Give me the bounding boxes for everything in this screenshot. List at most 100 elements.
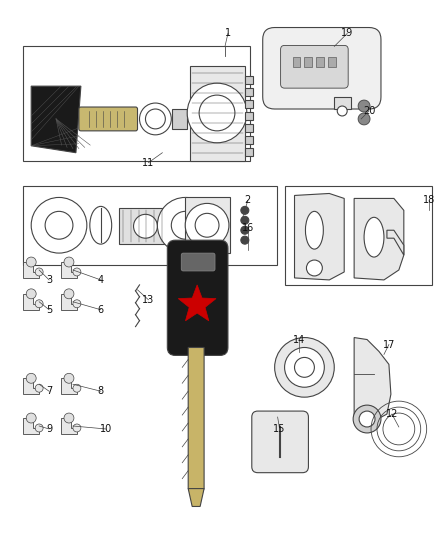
Text: 2: 2 <box>245 196 251 205</box>
Circle shape <box>73 424 81 432</box>
Polygon shape <box>23 378 39 394</box>
Circle shape <box>145 109 165 129</box>
FancyBboxPatch shape <box>281 45 348 88</box>
Bar <box>23 185 277 265</box>
Text: 1: 1 <box>225 28 231 38</box>
Circle shape <box>337 106 347 116</box>
FancyBboxPatch shape <box>167 240 228 356</box>
Bar <box>245 136 253 144</box>
Text: 18: 18 <box>423 196 435 205</box>
Circle shape <box>26 413 36 423</box>
Circle shape <box>353 405 381 433</box>
Bar <box>245 124 253 132</box>
Bar <box>328 58 336 67</box>
Polygon shape <box>61 294 77 310</box>
Polygon shape <box>354 198 404 280</box>
Circle shape <box>358 100 370 112</box>
FancyBboxPatch shape <box>252 411 308 473</box>
Circle shape <box>241 216 249 224</box>
Circle shape <box>157 197 213 253</box>
Text: 15: 15 <box>273 424 286 434</box>
Circle shape <box>73 300 81 308</box>
Polygon shape <box>387 230 404 255</box>
Polygon shape <box>61 378 77 394</box>
Bar <box>172 109 187 129</box>
Circle shape <box>64 413 74 423</box>
Circle shape <box>199 95 235 131</box>
Polygon shape <box>31 86 81 153</box>
Polygon shape <box>334 97 351 109</box>
Bar <box>245 112 253 120</box>
Circle shape <box>241 236 249 244</box>
Text: 4: 4 <box>98 275 104 285</box>
Circle shape <box>285 348 324 387</box>
Bar <box>293 58 300 67</box>
Text: 13: 13 <box>142 295 155 305</box>
Ellipse shape <box>364 217 384 257</box>
Polygon shape <box>354 337 391 421</box>
Text: 12: 12 <box>386 409 398 419</box>
Circle shape <box>45 212 73 239</box>
Text: 11: 11 <box>142 158 155 168</box>
Ellipse shape <box>305 212 323 249</box>
Polygon shape <box>23 294 39 310</box>
Text: 20: 20 <box>363 106 375 116</box>
Circle shape <box>187 83 247 143</box>
Text: 19: 19 <box>341 28 353 38</box>
FancyBboxPatch shape <box>181 253 215 271</box>
Bar <box>316 58 324 67</box>
Circle shape <box>359 411 375 427</box>
Bar <box>285 185 431 285</box>
Polygon shape <box>188 489 204 506</box>
Polygon shape <box>294 193 344 280</box>
Text: 3: 3 <box>46 275 52 285</box>
Polygon shape <box>23 418 39 434</box>
Circle shape <box>171 212 199 239</box>
Text: 7: 7 <box>46 386 52 396</box>
Circle shape <box>35 384 43 392</box>
Text: 10: 10 <box>99 424 112 434</box>
Circle shape <box>241 206 249 214</box>
Polygon shape <box>61 262 77 278</box>
Circle shape <box>26 373 36 383</box>
Circle shape <box>294 358 314 377</box>
Circle shape <box>64 289 74 299</box>
Bar <box>23 46 250 160</box>
Polygon shape <box>175 248 220 354</box>
Text: 8: 8 <box>98 386 104 396</box>
Text: 17: 17 <box>383 340 395 350</box>
Circle shape <box>275 337 334 397</box>
FancyBboxPatch shape <box>263 28 381 109</box>
Polygon shape <box>23 262 39 278</box>
Circle shape <box>307 260 322 276</box>
Circle shape <box>195 213 219 237</box>
Circle shape <box>26 257 36 267</box>
Bar <box>119 208 173 244</box>
Polygon shape <box>61 418 77 434</box>
Text: 6: 6 <box>98 305 104 314</box>
Ellipse shape <box>90 206 112 244</box>
Bar <box>245 100 253 108</box>
Bar <box>190 66 245 160</box>
Text: 14: 14 <box>293 335 306 344</box>
Circle shape <box>358 113 370 125</box>
Circle shape <box>73 268 81 276</box>
Circle shape <box>35 268 43 276</box>
Text: 5: 5 <box>46 305 52 314</box>
Text: 9: 9 <box>46 424 52 434</box>
Circle shape <box>140 103 171 135</box>
Bar <box>185 197 230 253</box>
Circle shape <box>64 257 74 267</box>
Bar <box>304 58 312 67</box>
Polygon shape <box>178 285 216 321</box>
Circle shape <box>31 197 87 253</box>
Bar <box>185 197 230 253</box>
FancyBboxPatch shape <box>79 107 138 131</box>
Bar <box>245 76 253 84</box>
Bar <box>245 88 253 96</box>
Circle shape <box>241 226 249 234</box>
Circle shape <box>35 300 43 308</box>
Bar <box>245 148 253 156</box>
Circle shape <box>73 384 81 392</box>
Circle shape <box>64 373 74 383</box>
